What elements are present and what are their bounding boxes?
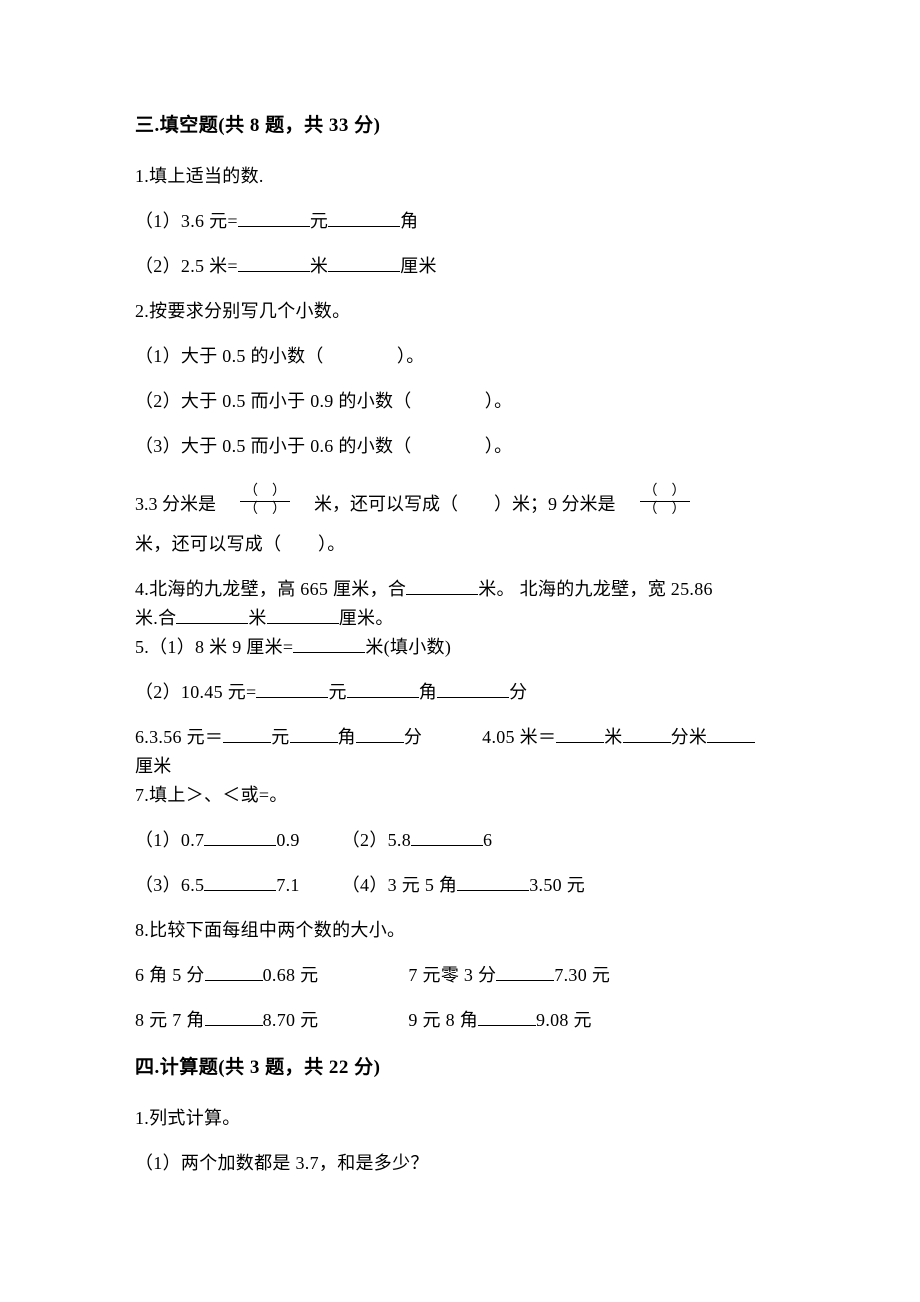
fill-blank (205, 1008, 263, 1026)
fill-blank (328, 209, 400, 227)
q8-row2: 8 元 7 角 8.70 元 9 元 8 角 9.08 元 (135, 1007, 790, 1034)
q3-text2: 米，还可以写成（ ）米；9 分米是 (314, 490, 616, 516)
fill-blank (267, 606, 339, 624)
unit-fenmi: 分米 (671, 727, 708, 747)
q5-text3: （2）10.45 元= (135, 682, 256, 702)
q8-row1: 6 角 5 分 0.68 元 7 元零 3 分 7.30 元 (135, 962, 790, 989)
q1-sub1: （1）3.6 元= 元 角 (135, 208, 790, 235)
q8-r2b: 8.70 元 (263, 1010, 319, 1030)
fill-blank (356, 725, 404, 743)
q8-r1d: 7.30 元 (554, 965, 610, 985)
fill-blank (556, 725, 604, 743)
q7-s1b: 0.9 (276, 830, 299, 850)
fill-blank (623, 725, 671, 743)
q2-sub1: （1）大于 0.5 的小数（ ）。 (135, 343, 790, 370)
fill-blank (328, 254, 400, 272)
s4-q1-sub1: （1）两个加数都是 3.7，和是多少？ (135, 1150, 790, 1177)
section-3-header: 三.填空题(共 8 题，共 33 分) (135, 110, 790, 137)
q6-text1: 6.3.56 元＝ (135, 727, 223, 747)
fill-blank (205, 963, 263, 981)
q7-s4a: （4）3 元 5 角 (342, 875, 458, 895)
fill-blank (478, 1008, 536, 1026)
fraction-blank: （ ） （ ） (240, 484, 290, 519)
q1-sub2: （2）2.5 米= 米 厘米 (135, 253, 790, 280)
fraction-denominator: （ ） (640, 502, 690, 519)
fill-blank (496, 963, 554, 981)
q2-sub3: （3）大于 0.5 而小于 0.6 的小数（ ）。 (135, 433, 790, 460)
unit-mi: 米 (604, 727, 622, 747)
unit-yuan: 元 (310, 211, 328, 231)
fill-blank (457, 873, 529, 891)
q8-r2d: 9.08 元 (536, 1010, 592, 1030)
fill-blank (223, 725, 271, 743)
q6-line2: 厘米 (135, 753, 790, 780)
section-4-header: 四.计算题(共 3 题，共 22 分) (135, 1052, 790, 1079)
unit-limi: 厘米 (400, 256, 437, 276)
q4-text1: 4.北海的九龙壁，高 665 厘米，合 (135, 579, 406, 599)
fill-blank (437, 680, 509, 698)
fraction-blank: （ ） （ ） (640, 484, 690, 519)
q7-s2b: 6 (483, 830, 492, 850)
q7-s2a: （2）5.8 (342, 830, 411, 850)
q1-sub1-text: （1）3.6 元= (135, 211, 238, 231)
q7-s3a: （3）6.5 (135, 875, 204, 895)
fraction-numerator: （ ） (240, 484, 290, 502)
unit-limi: 厘米。 (339, 608, 394, 628)
unit-mi: 米 (310, 256, 328, 276)
fill-blank (347, 680, 419, 698)
q7-row2: （3）6.5 7.1 （4）3 元 5 角 3.50 元 (135, 872, 790, 899)
q7-s3b: 7.1 (276, 875, 299, 895)
fill-blank (238, 254, 310, 272)
fill-blank (176, 606, 248, 624)
fill-blank (290, 725, 338, 743)
unit-mi: 米 (248, 608, 266, 628)
q3-line1: 3.3 分米是 （ ） （ ） 米，还可以写成（ ）米；9 分米是 （ ） （ … (135, 486, 790, 521)
q3-text1: 3.3 分米是 (135, 490, 216, 516)
q6-line1: 6.3.56 元＝ 元 角 分 4.05 米＝ 米 分米 (135, 724, 790, 751)
fill-blank (293, 635, 365, 653)
q5-line2: （2）10.45 元= 元 角 分 (135, 679, 790, 706)
q5-text1: 5.（1）8 米 9 厘米= (135, 637, 293, 657)
fill-blank (256, 680, 328, 698)
q7-s4b: 3.50 元 (529, 875, 585, 895)
fill-blank (238, 209, 310, 227)
q8-stem: 8.比较下面每组中两个数的大小。 (135, 917, 790, 944)
q8-r1c: 7 元零 3 分 (408, 965, 496, 985)
q2-stem: 2.按要求分别写几个小数。 (135, 298, 790, 325)
s4-q1-stem: 1.列式计算。 (135, 1105, 790, 1132)
unit-fen: 分 (509, 682, 527, 702)
q3-line2: 米，还可以写成（ ）。 (135, 531, 790, 558)
fraction-numerator: （ ） (640, 484, 690, 502)
unit-yuan: 元 (271, 727, 289, 747)
q4-line2: 米.合 米 厘米。 (135, 605, 790, 632)
q6-text2: 4.05 米＝ (482, 727, 556, 747)
q8-r1a: 6 角 5 分 (135, 965, 205, 985)
fill-blank (204, 828, 276, 846)
fill-blank (406, 577, 478, 595)
fill-blank (204, 873, 276, 891)
unit-jiao: 角 (400, 211, 418, 231)
unit-yuan: 元 (328, 682, 346, 702)
unit-jiao: 角 (338, 727, 356, 747)
q4-text2: 米。 北海的九龙壁，宽 25.86 (478, 579, 713, 599)
q7-row1: （1）0.7 0.9 （2）5.8 6 (135, 827, 790, 854)
unit-jiao: 角 (419, 682, 437, 702)
unit-fen: 分 (404, 727, 422, 747)
q4-text3: 米.合 (135, 608, 176, 628)
q4-line1: 4.北海的九龙壁，高 665 厘米，合 米。 北海的九龙壁，宽 25.86 (135, 576, 790, 603)
fill-blank (707, 725, 755, 743)
q5-text2: 米(填小数) (365, 637, 451, 657)
fill-blank (411, 828, 483, 846)
q1-sub2-text: （2）2.5 米= (135, 256, 238, 276)
q1-stem: 1.填上适当的数. (135, 163, 790, 190)
q5-line1: 5.（1）8 米 9 厘米= 米(填小数) (135, 634, 790, 661)
q7-stem: 7.填上＞、＜或=。 (135, 782, 790, 809)
fraction-denominator: （ ） (240, 502, 290, 519)
q7-s1a: （1）0.7 (135, 830, 204, 850)
q8-r2c: 9 元 8 角 (408, 1010, 478, 1030)
q8-r1b: 0.68 元 (263, 965, 319, 985)
q2-sub2: （2）大于 0.5 而小于 0.9 的小数（ ）。 (135, 388, 790, 415)
q8-r2a: 8 元 7 角 (135, 1010, 205, 1030)
